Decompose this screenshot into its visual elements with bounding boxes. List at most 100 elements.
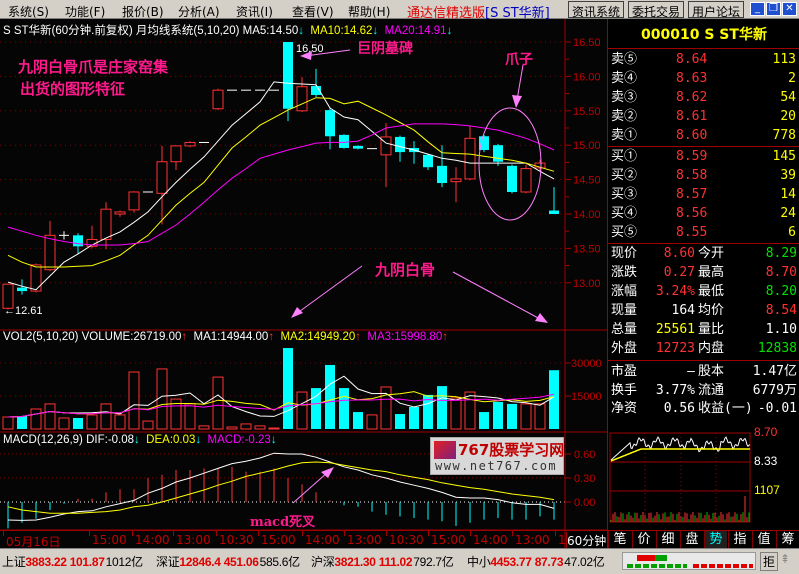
ask-row-volume: 113 [772,52,796,67]
index-3[interactable]: 中小4453.77 87.7347.02亿 [467,553,605,570]
candle [100,202,112,250]
candle [170,145,182,170]
stat-row: 总量 25561 量比 1.10 [608,322,799,338]
volume-bar [450,397,462,430]
time-label: 13:00 [347,533,382,547]
bid-row-volume: 14 [780,187,796,202]
tombstone-arrow [304,49,351,57]
info-system-button[interactable]: 资讯系统 [568,1,625,19]
market-indicator [622,552,756,570]
ask-row[interactable]: 卖② 8.61 20 [608,109,799,125]
bid-row[interactable]: 买② 8.58 39 [608,168,799,184]
tab-6[interactable]: 值 [752,531,775,549]
forum-button[interactable]: 用户论坛 [688,1,745,19]
volume-bar [268,427,280,430]
volume-bar [296,391,308,430]
bid-row-price: 8.57 [676,187,708,202]
ma-line-ma5 [7,81,555,291]
period-selector[interactable]: 60分钟 [566,532,607,548]
stat-row: 涨跌 0.27 最高 8.70 [608,265,799,281]
index-2[interactable]: 沪深3821.30 111.02792.7亿 [311,553,454,570]
tab-3[interactable]: 盘 [680,531,703,549]
finance-value: 1.47亿 [752,364,797,379]
ask-row-price: 8.64 [676,52,708,67]
tab-0[interactable]: 笔 [608,531,631,549]
time-tick [173,531,174,536]
index-name: 上证 [2,555,26,569]
menu-analysis[interactable]: 分析(A) [178,5,220,19]
volume-bar [283,348,293,429]
volume-bar [423,394,433,429]
macd-cross-arrow [292,471,329,504]
stat-row: 现价 8.60 今开 8.29 [608,246,799,262]
ask-row[interactable]: 卖③ 8.62 54 [608,90,799,106]
minimize-button[interactable]: _ [750,2,765,16]
candle-body [464,137,476,180]
stat-label: 量比 [698,322,725,337]
volume-bar [58,417,70,430]
tab-5[interactable]: 指 [728,531,751,549]
stat-value: 12723 [655,341,695,356]
volume-value: VOLUME:26719.00 [81,331,182,343]
candle-body [507,165,517,192]
reject-button[interactable]: 拒 [760,552,778,571]
mini-avg-line [610,448,750,462]
menu-bar: 系统(S) 功能(F) 报价(B) 分析(A) 资讯(I) 查看(V) 帮助(H… [0,0,799,21]
arrow-down-icon: ↓ [270,434,277,446]
bid-row[interactable]: 买④ 8.56 24 [608,206,799,222]
nine-yin-left-arrowhead [291,307,303,318]
candle [44,220,56,272]
bid-row[interactable]: 买⑤ 8.55 6 [608,225,799,241]
macd [7,452,555,529]
index-amount: 585.6亿 [259,555,301,569]
intraday-mini-chart[interactable] [608,424,799,528]
menu-quote[interactable]: 报价(B) [122,5,164,19]
tab-2[interactable]: 细 [656,531,679,549]
tab-7[interactable]: 筹 [776,531,799,549]
candle-body [100,208,112,240]
bid-row[interactable]: 买① 8.59 145 [608,149,799,165]
candle [479,134,489,153]
ask-row[interactable]: 卖⑤ 8.64 113 [608,52,799,68]
stat-label: 现量 [611,303,638,318]
trade-button[interactable]: 委托交易 [628,1,685,19]
volume-bar [86,414,98,430]
high-price-label: 16.50 [296,43,324,55]
menu-info[interactable]: 资讯(I) [236,5,273,19]
tab-1[interactable]: 价 [632,531,655,549]
candles [2,42,559,310]
ma5-value: MA5:14.50 [242,25,299,37]
menu-system[interactable]: 系统(S) [8,5,49,19]
index-1[interactable]: 深证12846.4 451.06585.6亿 [156,553,300,570]
bid-row[interactable]: 买③ 8.57 14 [608,187,799,203]
mini-frame [609,432,751,523]
close-button[interactable]: ✕ [782,2,797,16]
candle-body [311,86,321,95]
index-name: 深证 [156,555,180,569]
tab-4[interactable]: 势 [704,531,727,549]
stat-label: 最高 [698,265,725,280]
restore-button[interactable]: ❐ [766,2,781,16]
tombstone-arrowhead [300,51,312,60]
ask-row[interactable]: 卖④ 8.63 2 [608,71,799,87]
ask-row[interactable]: 卖① 8.60 778 [608,128,799,144]
stat-label: 现价 [611,246,638,261]
menu-view[interactable]: 查看(V) [292,5,334,19]
arrow-up-icon: ↑ [442,331,448,343]
finance-value: 3.77% [655,382,695,398]
stat-value: 12838 [757,341,797,356]
macd-tick-label: 0.60 [574,449,595,461]
app-stock: [S ST华新] [485,6,550,21]
candle-body [44,234,56,271]
volume-bar [128,371,140,430]
mini-vol-max: 1107 [754,483,780,497]
index-0[interactable]: 上证3883.22 101.871012亿 [2,553,143,570]
macd-tick-label: 0.00 [574,497,595,509]
divider [608,360,799,361]
candle [353,145,363,150]
menu-help[interactable]: 帮助(H) [348,5,391,19]
vol-title: VOL2(5,10,20) [3,331,79,343]
bid-row-label: 买② [611,168,638,183]
menu-function[interactable]: 功能(F) [65,5,106,19]
app-title: 通达信精选版[S ST华新] [407,2,550,21]
